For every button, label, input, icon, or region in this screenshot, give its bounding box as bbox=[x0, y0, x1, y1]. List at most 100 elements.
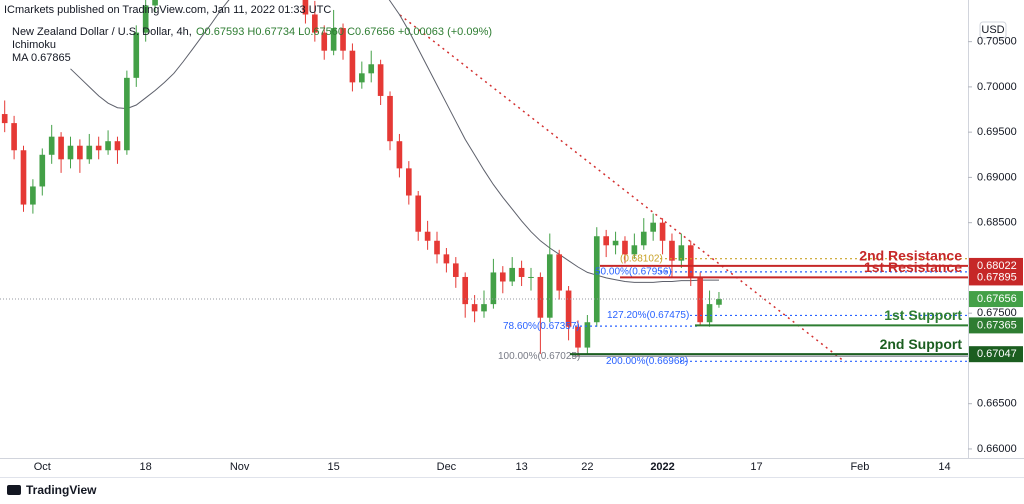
y-tick-label: 0.70000 bbox=[977, 81, 1017, 93]
candle-body bbox=[114, 141, 121, 151]
x-tick-label: 13 bbox=[515, 461, 527, 473]
x-tick-label: Feb bbox=[850, 461, 869, 473]
fib-label: 78.60%(0.67357) bbox=[503, 321, 580, 332]
candle-body bbox=[39, 154, 46, 187]
candle-body bbox=[105, 141, 111, 151]
x-tick-label: 17 bbox=[750, 461, 762, 473]
candle-body bbox=[30, 186, 36, 205]
candle-body bbox=[377, 64, 384, 96]
currency-box[interactable] bbox=[979, 21, 1007, 39]
candle-body bbox=[584, 322, 591, 348]
symbol-title: New Zealand Dollar / U.S. Dollar, 4h, bbox=[12, 26, 192, 38]
ohlc-legend: O0.67593 H0.67734 L0.67560 C0.67656 +0.0… bbox=[196, 26, 492, 38]
candle-body bbox=[133, 32, 140, 78]
fib-label: 127.20%(0.67475) bbox=[607, 310, 689, 321]
candle-body bbox=[452, 263, 459, 277]
ma-name: MA bbox=[12, 52, 29, 64]
trendline bbox=[399, 14, 846, 363]
x-tick-label: Dec bbox=[437, 461, 457, 473]
candle-body bbox=[575, 326, 581, 348]
candle-body bbox=[67, 145, 74, 160]
level-price-box bbox=[969, 346, 1023, 363]
ma-line bbox=[70, 0, 719, 283]
level-name: 2nd Resistance bbox=[859, 248, 962, 264]
x-tick-label: 22 bbox=[581, 461, 593, 473]
candle-body bbox=[405, 168, 412, 196]
candle-body bbox=[124, 77, 130, 151]
publisher: ICmarkets published on TradingView.com, … bbox=[4, 4, 331, 16]
candle-body bbox=[631, 245, 638, 255]
candle-body bbox=[716, 299, 722, 305]
candle-body bbox=[518, 267, 525, 277]
last-price-box bbox=[969, 291, 1023, 308]
y-tick-label: 0.66000 bbox=[977, 443, 1017, 455]
y-tick-label: 0.69000 bbox=[977, 171, 1017, 183]
level-name: 1st Support bbox=[884, 307, 962, 323]
candle-body bbox=[678, 245, 685, 261]
candle-body bbox=[537, 276, 544, 318]
y-tick-label: 0.70500 bbox=[977, 36, 1017, 48]
x-tick-label: Oct bbox=[34, 461, 51, 473]
candle-body bbox=[312, 14, 318, 33]
level-name: 1st Resistance bbox=[864, 259, 962, 275]
candle-body bbox=[20, 150, 27, 205]
candle-body bbox=[48, 136, 55, 155]
indicator-name: Ichimoku bbox=[12, 39, 56, 51]
candle-body bbox=[340, 28, 346, 51]
level-price-box bbox=[969, 269, 1023, 286]
candle-body bbox=[95, 145, 102, 151]
candle-body bbox=[593, 236, 600, 323]
y-tick-label: 0.68500 bbox=[977, 217, 1017, 229]
candle-body bbox=[396, 141, 403, 169]
candle-body bbox=[58, 136, 64, 160]
candle-body bbox=[565, 290, 572, 327]
candle-body bbox=[612, 240, 619, 246]
currency[interactable]: USD bbox=[981, 24, 1004, 36]
x-tick-label: 18 bbox=[140, 461, 152, 473]
candle-body bbox=[556, 254, 563, 291]
x-tick-label: 2022 bbox=[650, 461, 674, 473]
candle-body bbox=[490, 272, 497, 305]
fib-label: 100.00%(0.67025) bbox=[498, 351, 580, 362]
candle-body bbox=[659, 222, 666, 241]
candle-body bbox=[424, 231, 431, 241]
last-price-label: 0.67656 bbox=[977, 293, 1017, 305]
candle-body bbox=[302, 0, 309, 15]
candle-body bbox=[706, 304, 713, 323]
candle-body bbox=[321, 32, 328, 51]
candle-body bbox=[687, 245, 694, 277]
level-name: 2nd Support bbox=[880, 336, 963, 352]
candle-body bbox=[415, 195, 422, 232]
candle-body bbox=[546, 254, 553, 318]
fib-label: 200.00%(0.66968) bbox=[606, 356, 688, 367]
level-price-label: 0.67895 bbox=[977, 271, 1017, 283]
ma-value: 0.67865 bbox=[31, 52, 71, 64]
candle-body bbox=[349, 50, 356, 83]
candle-body bbox=[443, 254, 450, 264]
x-tick-label: 15 bbox=[328, 461, 340, 473]
level-price-label: 0.67047 bbox=[977, 348, 1017, 360]
footer-logo bbox=[7, 485, 21, 495]
candle-body bbox=[387, 95, 393, 142]
candle-body bbox=[359, 73, 365, 83]
candle-body bbox=[142, 5, 149, 33]
y-tick-label: 0.69500 bbox=[977, 126, 1017, 138]
candle-body bbox=[481, 304, 487, 312]
level-price-label: 0.68022 bbox=[977, 260, 1017, 272]
candle-body bbox=[1, 114, 8, 124]
y-tick-label: 0.67500 bbox=[977, 307, 1017, 319]
candle-body bbox=[462, 276, 469, 305]
plot-area: (0.68102) 50.00%(0.67956) 127.20%(0.67475)… bbox=[0, 0, 968, 367]
candle-body bbox=[697, 276, 703, 323]
candle-body bbox=[650, 222, 656, 232]
level-price-box bbox=[969, 317, 1023, 334]
x-tick-label: Nov bbox=[230, 461, 250, 473]
footer-brand: TradingView bbox=[26, 483, 97, 497]
candle-body bbox=[11, 123, 17, 151]
candle-body bbox=[86, 145, 93, 160]
candle-body bbox=[434, 240, 440, 255]
candle-body bbox=[528, 276, 534, 278]
candle-body bbox=[603, 236, 609, 246]
